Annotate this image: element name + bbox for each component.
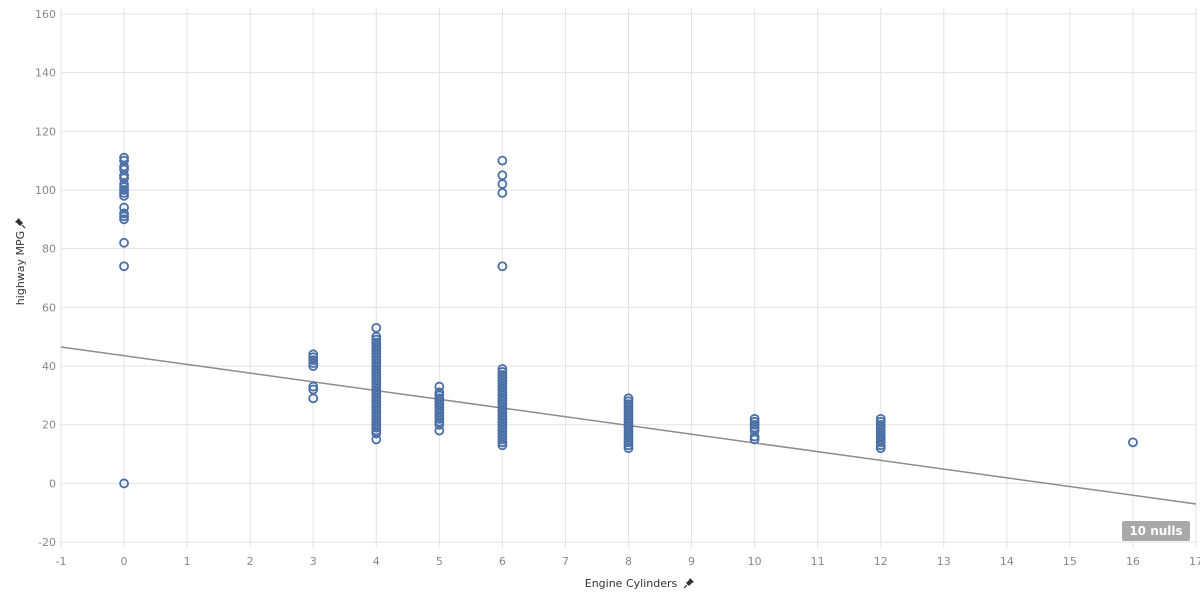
x-tick-label: 17 [1189,555,1200,568]
x-tick-label: 5 [436,555,443,568]
x-tick-label: 1 [184,555,191,568]
x-tick-label: 2 [247,555,254,568]
data-point[interactable] [371,428,382,439]
data-point[interactable] [119,187,129,198]
x-tick-label: 4 [373,555,380,568]
data-point[interactable] [119,237,129,248]
x-tick-label: 10 [748,555,762,568]
y-tick-label: 0 [49,477,56,490]
data-point[interactable] [749,434,760,445]
data-point[interactable] [1128,437,1138,448]
nulls-indicator[interactable]: 10 nulls [1122,521,1190,541]
data-point[interactable] [497,261,508,272]
data-point[interactable] [875,437,886,448]
x-axis-label: Engine Cylinders [585,577,678,590]
x-tick-label: 0 [121,555,128,568]
x-tick-label: 7 [562,555,569,568]
x-tick-label: 13 [937,555,951,568]
pin-icon[interactable] [683,578,694,589]
data-point[interactable] [875,443,886,454]
y-tick-label: -20 [38,536,56,549]
x-tick-label: 9 [688,555,695,568]
data-point[interactable] [623,443,634,454]
data-point[interactable] [308,393,319,404]
data-point[interactable] [119,208,129,219]
data-point[interactable] [119,190,129,201]
x-tick-label: 11 [811,555,825,568]
x-tick-label: 15 [1063,555,1077,568]
x-tick-label: 12 [874,555,888,568]
y-tick-label: 160 [35,8,56,21]
data-point[interactable] [497,440,508,451]
data-point[interactable] [497,434,508,445]
data-point[interactable] [749,419,760,430]
data-point[interactable] [434,413,445,424]
data-point[interactable] [308,355,319,366]
data-point[interactable] [308,381,319,392]
data-point[interactable] [119,185,129,195]
data-point[interactable] [497,187,508,198]
data-point[interactable] [497,155,508,166]
x-tick-label: 3 [310,555,317,568]
pin-icon[interactable] [15,218,26,229]
nulls-badge[interactable] [1122,521,1190,541]
data-point[interactable] [434,425,445,436]
data-points [119,152,1138,489]
y-tick-label: 40 [42,360,56,373]
y-tick-label: 80 [42,243,56,256]
y-tick-label: 140 [35,67,56,80]
y-tick-label: 100 [35,184,56,197]
data-point[interactable] [119,211,129,222]
y-tick-label: 60 [42,301,56,314]
gridlines [60,8,1197,548]
x-tick-label: 16 [1126,555,1140,568]
x-axis-title[interactable]: Engine Cylinders [585,577,694,590]
data-point[interactable] [497,437,508,448]
nulls-label: 10 nulls [1129,524,1182,538]
data-point[interactable] [749,431,760,442]
data-point[interactable] [119,261,129,272]
data-point[interactable] [119,214,129,225]
x-tick-label: -1 [56,555,67,568]
y-tick-label: 120 [35,125,56,138]
x-tick-label: 6 [499,555,506,568]
data-point[interactable] [434,419,445,430]
data-point[interactable] [371,422,382,433]
data-point[interactable] [308,361,319,371]
y-axis-title[interactable]: highway MPG [14,218,27,305]
y-axis-label: highway MPG [14,231,27,305]
data-point[interactable] [623,437,634,448]
y-axis-ticks: -20 0 20 40 60 80 100 120 140 160 [35,8,56,549]
data-point[interactable] [623,440,634,451]
data-point[interactable] [308,358,319,369]
x-tick-label: 8 [625,555,632,568]
data-point[interactable] [875,440,886,451]
y-tick-label: 20 [42,419,56,432]
data-point[interactable] [371,434,382,445]
x-tick-label: 14 [1000,555,1014,568]
data-point[interactable] [119,478,129,489]
x-axis-ticks: -1 0 1 2 3 4 5 6 7 8 9 10 11 12 13 14 15 16 17 [56,555,1200,568]
